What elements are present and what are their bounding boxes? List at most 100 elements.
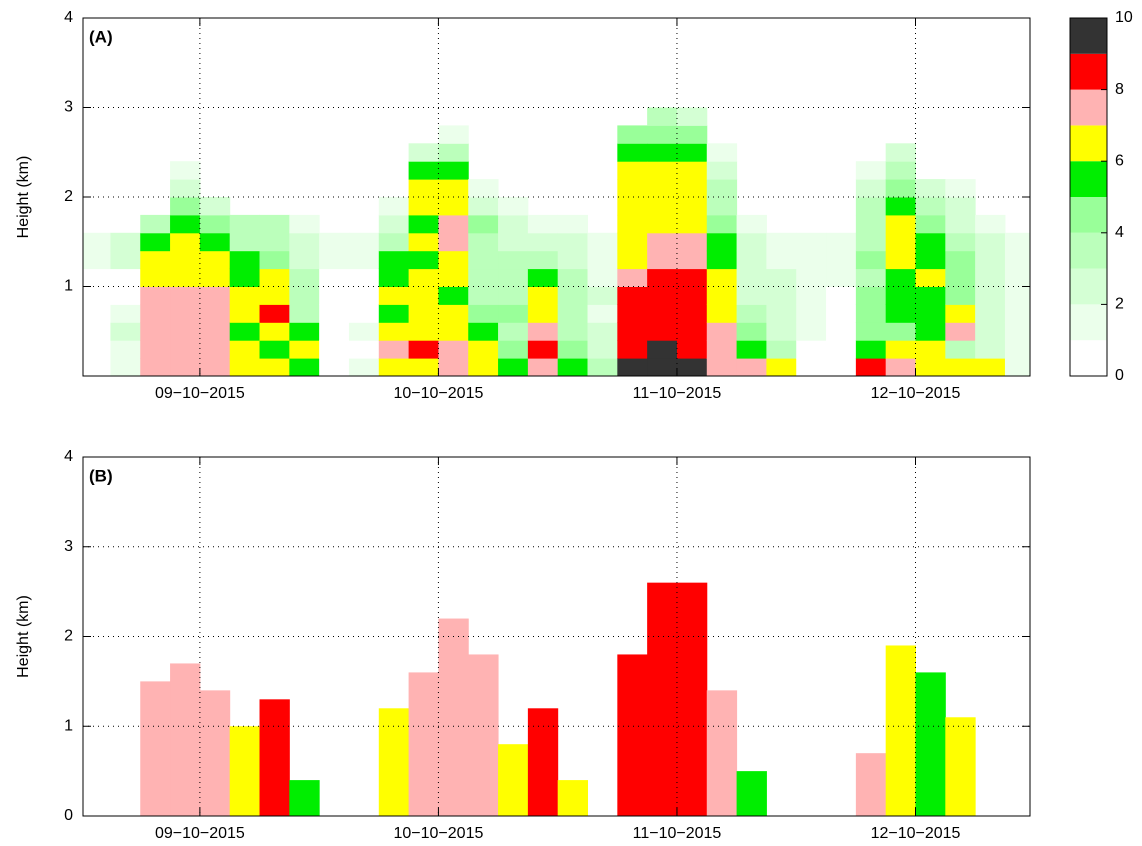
cell [438, 125, 469, 144]
cell [229, 322, 261, 341]
x-tick-label: 09−10−2015 [155, 385, 245, 402]
cell [826, 358, 857, 376]
cell [557, 358, 589, 376]
y-axis-label: Height (km) [15, 595, 32, 678]
cell [140, 250, 171, 270]
cell [527, 268, 559, 287]
cell [855, 214, 887, 234]
cell [408, 161, 439, 180]
cell [229, 304, 261, 323]
cell [945, 197, 976, 216]
x-tick-label: 10−10−2015 [393, 825, 483, 842]
cell [676, 197, 708, 216]
cell [885, 304, 917, 323]
cell [498, 232, 529, 252]
cell [229, 268, 261, 287]
cell [855, 340, 887, 359]
cell [170, 358, 201, 376]
cell [617, 268, 648, 287]
cell [706, 340, 738, 359]
cell [796, 358, 827, 376]
cell [408, 322, 439, 341]
cell [468, 286, 499, 305]
cell [498, 358, 529, 376]
cell [259, 286, 290, 305]
cell [766, 250, 797, 270]
cell [378, 268, 410, 287]
cell [676, 250, 708, 270]
profile-bar [378, 708, 410, 816]
cell [945, 322, 976, 341]
y-tick-label: 2 [64, 188, 73, 205]
cell [706, 250, 738, 270]
cell [527, 304, 559, 323]
cell [468, 340, 499, 359]
cell [170, 304, 201, 323]
cell [855, 232, 887, 252]
profile-bar [915, 672, 946, 816]
cell [199, 322, 231, 341]
cell [140, 340, 171, 359]
cell [408, 358, 439, 376]
cell [110, 358, 141, 376]
cell [378, 358, 410, 376]
cell [468, 304, 499, 323]
cell [975, 268, 1006, 287]
cell [945, 179, 976, 198]
colorbar-tick-label: 8 [1115, 81, 1124, 98]
cell [438, 179, 469, 198]
cell [527, 250, 559, 270]
cell [498, 286, 529, 305]
cell [199, 268, 231, 287]
cell [885, 214, 917, 234]
cell [83, 232, 111, 252]
colorbar-frame [1069, 17, 1108, 377]
x-tick-label: 10−10−2015 [393, 385, 483, 402]
cell [229, 358, 261, 376]
y-tick-label: 0 [64, 807, 73, 824]
cell [229, 250, 261, 270]
cell [647, 250, 678, 270]
panel-label: (A) [89, 27, 113, 46]
colorbar-swatch [1070, 125, 1107, 162]
cell [766, 304, 797, 323]
cell [319, 304, 350, 323]
cell [170, 232, 201, 252]
profile-bar [140, 681, 171, 816]
cell [617, 143, 648, 162]
cell [378, 304, 410, 323]
cell [617, 161, 648, 180]
cell [706, 179, 738, 198]
cell [83, 250, 111, 270]
cell [975, 214, 1006, 234]
profile-bar [438, 618, 469, 816]
cell [319, 232, 350, 252]
cell [915, 268, 946, 287]
cell [83, 286, 111, 305]
cell [676, 125, 708, 144]
cell [915, 232, 946, 252]
cell [289, 268, 320, 287]
cell [378, 214, 410, 234]
cell [915, 286, 946, 305]
profile-bar [199, 690, 231, 816]
cell [676, 358, 708, 376]
profile-bar [229, 726, 261, 816]
cell [617, 250, 648, 270]
cell [796, 232, 827, 252]
colorbar-swatch [1070, 53, 1107, 90]
profile-bar [676, 582, 708, 816]
cell [975, 286, 1006, 305]
cell [199, 358, 231, 376]
profile-bar [736, 771, 767, 816]
profile-bar [259, 699, 290, 816]
colorbar-swatch [1070, 304, 1107, 341]
colorbar-swatch [1070, 89, 1107, 126]
cell [766, 322, 797, 341]
cell [647, 143, 678, 162]
cell [945, 232, 976, 252]
cell [915, 358, 946, 376]
cell [826, 340, 857, 359]
cell [468, 214, 499, 234]
